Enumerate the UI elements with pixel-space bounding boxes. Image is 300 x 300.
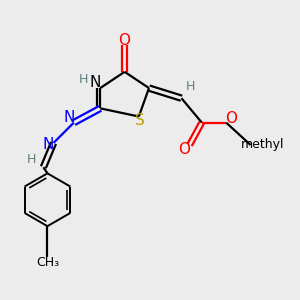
Text: CH₃: CH₃ xyxy=(36,256,59,269)
Text: O: O xyxy=(225,111,237,126)
Text: N: N xyxy=(89,76,101,91)
Text: H: H xyxy=(186,80,195,92)
Text: H: H xyxy=(78,74,88,86)
Text: S: S xyxy=(135,113,145,128)
Text: methyl: methyl xyxy=(241,138,284,152)
Text: N: N xyxy=(63,110,74,125)
Text: N: N xyxy=(43,137,54,152)
Text: O: O xyxy=(178,142,190,158)
Text: H: H xyxy=(26,153,36,166)
Text: O: O xyxy=(118,33,130,48)
